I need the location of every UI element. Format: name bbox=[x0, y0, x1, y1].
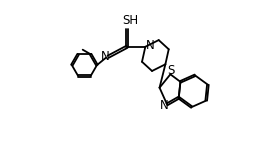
Text: N: N bbox=[100, 50, 109, 63]
Text: S: S bbox=[167, 64, 175, 77]
Text: N: N bbox=[160, 99, 169, 112]
Text: N: N bbox=[146, 39, 155, 52]
Text: SH: SH bbox=[122, 14, 138, 27]
